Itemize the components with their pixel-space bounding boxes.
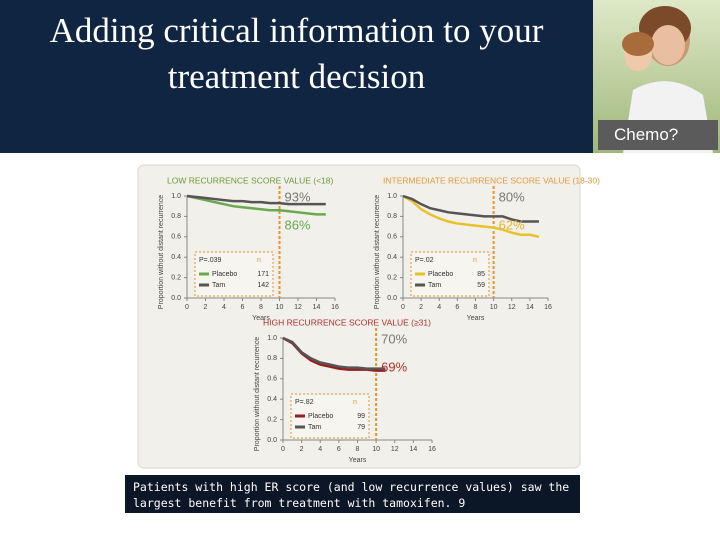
legend-label: Placebo [428,271,453,278]
x-tick-label: 8 [356,446,360,453]
header-title: Adding critical information to your trea… [49,11,544,96]
x-axis-label: Years [349,457,367,464]
y-tick-label: 0.4 [171,254,181,261]
y-tick-label: 0.2 [171,274,181,281]
y-axis-label: Proportion without distant recurrence [254,337,261,451]
chart-title: HIGH RECURRENCE SCORE VALUE (≥31) [263,317,431,327]
x-tick-label: 2 [300,446,304,453]
y-tick-label: 0.0 [267,437,277,444]
x-tick-label: 2 [204,304,208,311]
x-tick-label: 12 [508,304,516,311]
p-value: P=.82 [295,399,314,406]
chart-title: INTERMEDIATE RECURRENCE SCORE VALUE (18-… [383,175,600,185]
x-axis-label: Years [252,315,270,322]
annotation: 80% [499,189,525,204]
chart-title: LOW RECURRENCE SCORE VALUE (<18) [167,175,334,185]
y-tick-label: 0.8 [387,213,397,220]
photo-label: Chemo? [598,120,718,150]
legend-n: 59 [477,282,485,289]
x-tick-label: 0 [281,446,285,453]
x-tick-label: 14 [313,304,321,311]
x-tick-label: 14 [409,446,417,453]
annotation: 70% [381,331,407,346]
x-tick-label: 12 [294,304,302,311]
annotation: 86% [285,217,311,232]
y-tick-label: 0.6 [171,234,181,241]
annotation: 93% [285,189,311,204]
series-line [186,194,326,216]
x-tick-label: 0 [185,304,189,311]
y-tick-label: 0.2 [267,416,277,423]
x-tick-label: 16 [331,304,339,311]
figure-panel [137,164,581,469]
y-axis-label: Proportion without distant recurrence [158,195,165,309]
x-tick-label: 6 [455,304,459,311]
legend-label: Placebo [308,413,333,420]
x-tick-label: 0 [401,304,405,311]
y-tick-label: 0.8 [267,355,277,362]
x-tick-label: 4 [437,304,441,311]
x-tick-label: 12 [391,446,399,453]
series-line [402,194,540,239]
n-header: n [353,399,357,406]
x-tick-label: 8 [474,304,478,311]
y-tick-label: 0.2 [387,274,397,281]
y-tick-label: 1.0 [387,193,397,200]
y-tick-label: 0.8 [171,213,181,220]
y-axis-label: Proportion without distant recurrence [374,195,381,309]
x-tick-label: 10 [276,304,284,311]
y-tick-label: 0.4 [387,254,397,261]
y-tick-label: 0.6 [387,234,397,241]
caption: Patients with high ER score (and low rec… [125,475,580,513]
x-tick-label: 6 [337,446,341,453]
legend-n: 85 [477,271,485,278]
legend-n: 79 [357,424,365,431]
n-header: n [257,257,261,264]
annotation: 69% [381,359,407,374]
legend-n: 142 [257,282,269,289]
n-header: n [473,257,477,264]
p-value: P=.02 [415,257,434,264]
series-line [186,194,326,206]
legend-label: Tam [212,282,225,289]
y-tick-label: 1.0 [171,193,181,200]
x-tick-label: 10 [490,304,498,311]
legend-label: Tam [308,424,321,431]
y-tick-label: 1.0 [267,335,277,342]
legend-label: Tam [428,282,441,289]
series-line [282,336,386,370]
y-tick-label: 0.0 [387,295,397,302]
x-tick-label: 14 [526,304,534,311]
x-tick-label: 8 [259,304,263,311]
x-tick-label: 6 [241,304,245,311]
legend-n: 99 [357,413,365,420]
p-value: P=.039 [199,257,221,264]
x-axis-label: Years [467,315,485,322]
legend-label: Placebo [212,271,237,278]
x-tick-label: 4 [318,446,322,453]
header: Adding critical information to your trea… [0,0,593,153]
x-tick-label: 4 [222,304,226,311]
series-line [402,194,539,223]
annotation: 62% [499,217,525,232]
x-tick-label: 2 [419,304,423,311]
y-tick-label: 0.6 [267,376,277,383]
x-tick-label: 16 [428,446,436,453]
x-tick-label: 16 [544,304,552,311]
y-tick-label: 0.4 [267,396,277,403]
x-tick-label: 10 [372,446,380,453]
y-tick-label: 0.0 [171,295,181,302]
legend-n: 171 [257,271,269,278]
